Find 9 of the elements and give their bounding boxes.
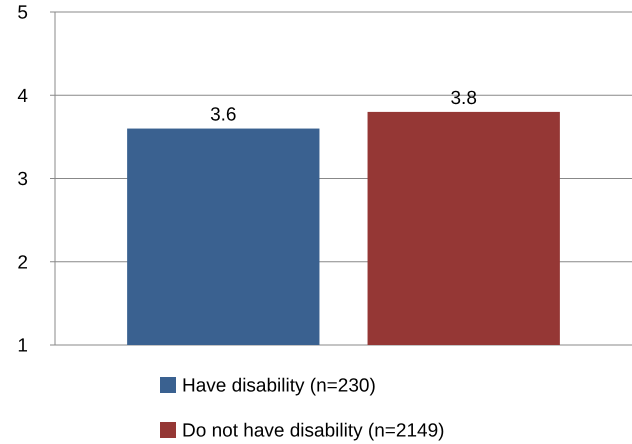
y-tick-label: 2: [17, 252, 28, 274]
y-tick-label: 3: [17, 169, 28, 190]
legend-label: Have disability (n=230): [182, 376, 376, 397]
y-tick-label: 1: [17, 336, 28, 357]
y-tick-label: 5: [17, 2, 28, 24]
data-label: 3.6: [210, 104, 237, 126]
y-tick-label: 4: [17, 86, 28, 107]
legend-label: Do not have disability (n=2149): [182, 420, 444, 442]
data-label: 3.8: [450, 88, 477, 109]
